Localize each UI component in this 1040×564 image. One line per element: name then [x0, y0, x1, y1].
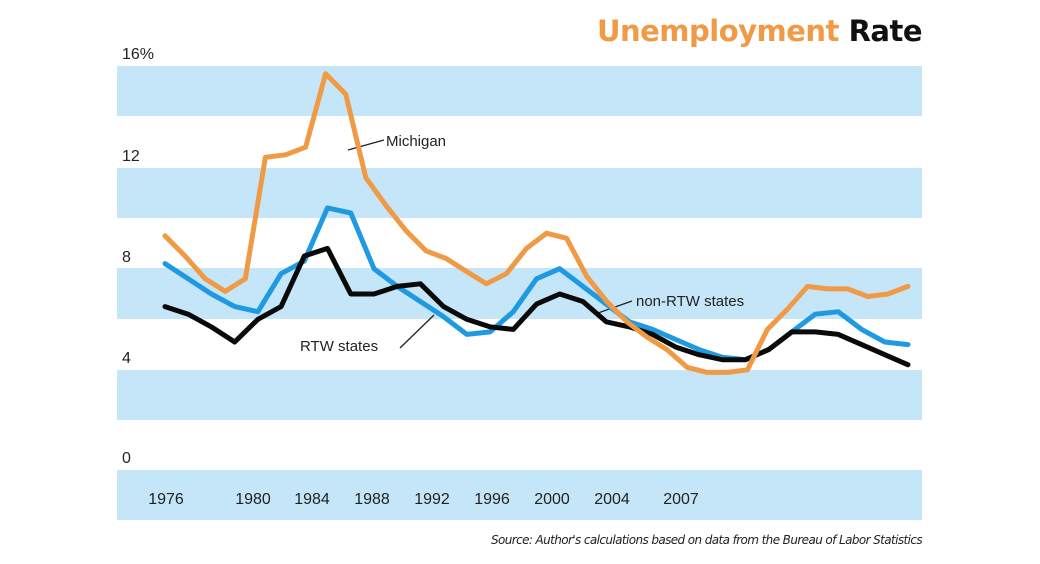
- chart-title-part2: Rate: [848, 14, 923, 48]
- band-4: [117, 470, 922, 520]
- series-line-michigan: [162, 71, 911, 375]
- y-tick-label: 8: [122, 249, 131, 266]
- x-tick-label: 2004: [594, 491, 630, 508]
- x-tick-label: 1992: [414, 491, 450, 508]
- annotation-michigan: Michigan: [386, 133, 446, 150]
- annotation-non-rtw: non-RTW states: [636, 293, 744, 310]
- y-tick-label: 12: [122, 148, 140, 165]
- annotation-labels: Michigan non-RTW states RTW states: [300, 133, 744, 355]
- chart-title-part1: Unemployment: [596, 14, 840, 48]
- y-axis-ticks: 16% 12 8 4 0: [122, 46, 154, 467]
- series-lines: [162, 71, 911, 375]
- series-line-rtw-states: [162, 245, 911, 368]
- chart-title: Unemployment Rate: [596, 14, 923, 48]
- x-tick-label: 2007: [663, 491, 699, 508]
- x-tick-label: 1996: [474, 491, 510, 508]
- x-tick-label: 2000: [534, 491, 570, 508]
- source-note: Source: Author's calculations based on d…: [491, 533, 923, 547]
- annotation-rtw: RTW states: [300, 338, 378, 355]
- y-tick-label: 16%: [122, 46, 154, 63]
- x-tick-label: 1988: [354, 491, 390, 508]
- leader-michigan: [347, 139, 385, 151]
- x-tick-label: 1984: [294, 491, 330, 508]
- x-tick-label: 1980: [235, 491, 271, 508]
- background-bands: [117, 66, 922, 520]
- y-tick-label: 4: [122, 350, 131, 367]
- leader-rtw: [399, 314, 435, 349]
- band-1: [117, 168, 922, 218]
- band-3: [117, 370, 922, 420]
- band-0: [117, 66, 922, 116]
- x-tick-label: 1976: [148, 491, 184, 508]
- y-tick-label: 0: [122, 450, 131, 467]
- x-axis-ticks: 1976 1980 1984 1988 1992 1996 2000 2004 2007: [148, 491, 699, 508]
